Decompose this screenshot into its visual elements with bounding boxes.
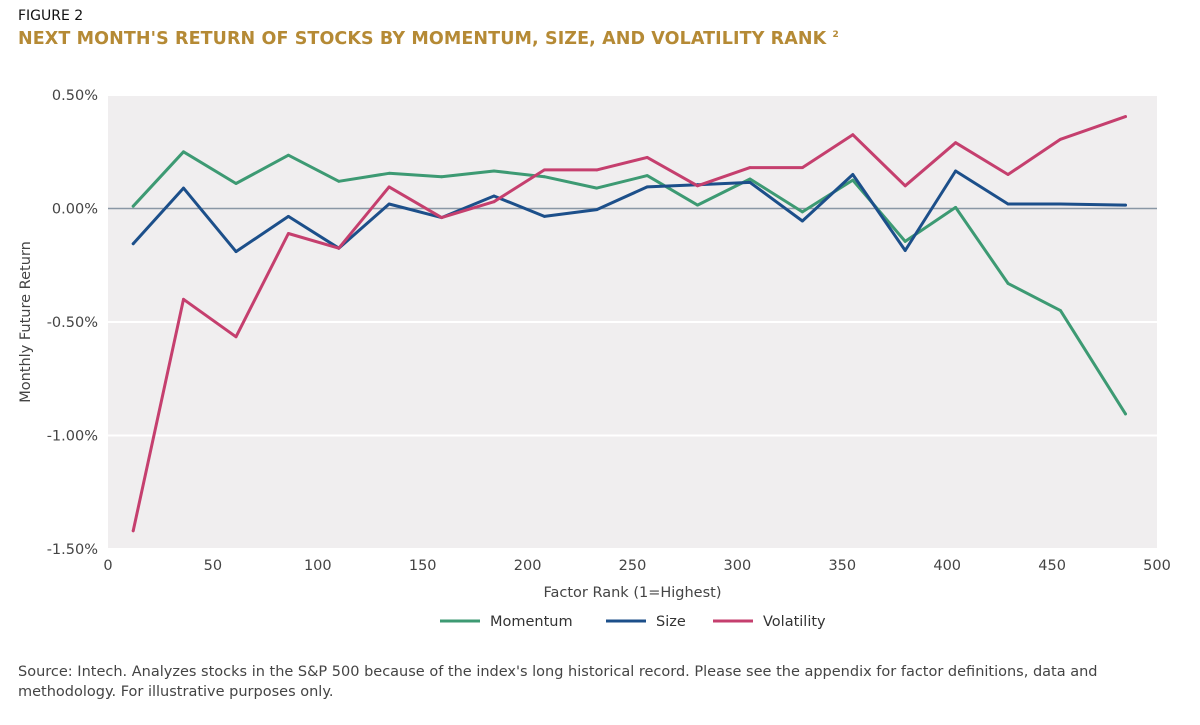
chart-title: NEXT MONTH'S RETURN OF STOCKS BY MOMENTU… (18, 29, 839, 49)
y-tick-label: 0.00% (52, 202, 98, 218)
data-point-size (1059, 202, 1062, 206)
legend: Momentum Size Volatility (440, 614, 826, 630)
x-tick-label: 150 (409, 558, 437, 574)
data-point-momentum (645, 174, 649, 178)
data-point-size (131, 242, 135, 246)
data-point-size (645, 185, 649, 189)
data-point-volatility (903, 184, 907, 188)
data-point-volatility (131, 529, 135, 533)
data-point-size (801, 219, 804, 223)
legend-label-momentum: Momentum (490, 614, 573, 630)
data-point-momentum (337, 179, 341, 183)
y-tick-label: 0.50% (52, 88, 98, 104)
data-point-momentum (801, 210, 804, 214)
x-tick-label: 50 (204, 558, 222, 574)
data-point-volatility (1124, 115, 1127, 118)
data-point-size (387, 202, 391, 206)
data-point-size (748, 181, 752, 184)
x-tick-label: 100 (304, 558, 332, 574)
series-line-size (131, 169, 1127, 254)
data-point-momentum (595, 186, 599, 190)
x-tick-label: 200 (514, 558, 542, 574)
data-point-volatility (851, 133, 855, 137)
y-tick-label: -1.00% (47, 429, 98, 445)
legend-label-volatility: Volatility (763, 614, 826, 630)
series-line-volatility (131, 115, 1127, 533)
y-tick-label: -1.50% (47, 542, 98, 558)
data-point-momentum (234, 182, 238, 185)
y-axis-ticks: 0.50% 0.00% -0.50% -1.00% -1.50% (47, 88, 98, 558)
data-point-volatility (595, 168, 599, 172)
data-point-momentum (1124, 412, 1127, 416)
data-point-volatility (748, 166, 752, 170)
data-point-size (492, 194, 496, 198)
gridlines (108, 94, 1157, 550)
x-tick-label: 350 (828, 558, 856, 574)
figure-label: FIGURE 2 (18, 8, 84, 24)
x-tick-label: 0 (103, 558, 112, 574)
y-axis-label: Monthly Future Return (18, 241, 34, 403)
data-point-momentum (387, 171, 391, 175)
data-point-volatility (696, 184, 699, 188)
data-point-size (234, 250, 238, 254)
legend-label-size: Size (656, 614, 686, 630)
data-point-volatility (387, 185, 391, 189)
data-point-size (903, 249, 907, 252)
data-point-size (1006, 202, 1010, 206)
title-footnote: 2 (832, 30, 839, 41)
data-point-volatility (645, 156, 649, 159)
data-point-momentum (696, 203, 699, 207)
data-point-momentum (182, 150, 185, 154)
data-point-size (851, 173, 855, 176)
x-tick-label: 400 (933, 558, 961, 574)
data-point-volatility (1006, 173, 1010, 176)
chart-title-text: NEXT MONTH'S RETURN OF STOCKS BY MOMENTU… (18, 29, 827, 49)
data-point-size (595, 208, 599, 212)
data-point-size (1124, 203, 1127, 207)
data-point-momentum (131, 204, 135, 208)
data-point-volatility (801, 166, 804, 170)
data-point-volatility (543, 168, 546, 172)
x-tick-label: 300 (724, 558, 752, 574)
data-point-volatility (287, 232, 290, 235)
data-point-size (954, 169, 957, 173)
x-tick-label: 500 (1143, 558, 1171, 574)
data-point-momentum (954, 206, 957, 209)
data-point-size (287, 215, 290, 218)
x-axis-label: Factor Rank (1=Highest) (543, 585, 721, 601)
data-point-volatility (954, 141, 957, 145)
x-axis-ticks: 0 50 100 150 200 250 300 350 400 450 500 (103, 558, 1170, 574)
data-point-momentum (492, 169, 496, 173)
data-point-momentum (287, 153, 290, 157)
data-point-momentum (440, 175, 443, 179)
x-tick-label: 450 (1038, 558, 1066, 574)
data-point-momentum (1059, 309, 1062, 312)
data-point-volatility (440, 216, 443, 220)
data-point-momentum (543, 175, 546, 179)
source-note: Source: Intech. Analyzes stocks in the S… (18, 664, 1098, 700)
data-point-momentum (1006, 282, 1010, 285)
line-chart: 0.50% 0.00% -0.50% -1.00% -1.50% 0 50 100 150 20… (18, 88, 1171, 630)
data-point-volatility (337, 246, 341, 250)
data-point-volatility (1059, 137, 1062, 141)
series-line-momentum (131, 150, 1127, 416)
data-point-volatility (182, 297, 185, 301)
data-point-size (182, 186, 185, 190)
data-point-momentum (851, 178, 855, 182)
data-point-momentum (748, 177, 752, 181)
data-point-momentum (903, 240, 907, 243)
y-tick-label: -0.50% (47, 315, 98, 331)
data-point-size (543, 215, 546, 218)
data-point-volatility (492, 200, 496, 204)
series-lines (131, 115, 1127, 533)
x-tick-label: 250 (619, 558, 647, 574)
data-point-volatility (234, 335, 238, 339)
